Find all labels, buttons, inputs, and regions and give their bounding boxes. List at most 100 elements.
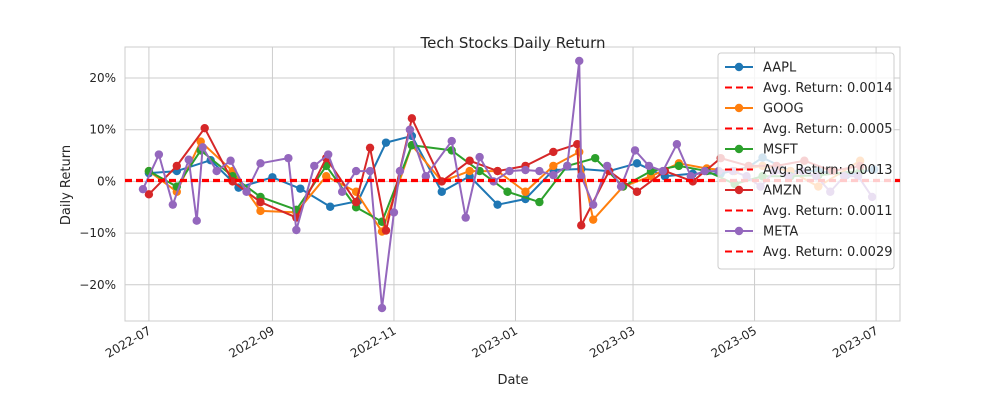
legend-avg-label: Avg. Return: 0.0005 bbox=[763, 122, 892, 137]
data-point-aapl bbox=[632, 159, 642, 168]
legend-label-amzn: AMZN bbox=[763, 184, 802, 199]
data-point-aapl bbox=[326, 202, 335, 211]
data-point-meta bbox=[461, 213, 470, 222]
x-tick-label: 2023-05 bbox=[709, 323, 759, 360]
data-point-aapl bbox=[437, 187, 446, 196]
data-point-meta bbox=[310, 161, 319, 171]
x-tick-label: 2022-07 bbox=[103, 323, 153, 360]
data-point-meta bbox=[184, 155, 193, 164]
data-point-meta bbox=[672, 139, 682, 149]
legend-avg-label: Avg. Return: 0.0013 bbox=[763, 163, 892, 178]
data-point-meta bbox=[421, 172, 431, 181]
data-point-meta bbox=[575, 56, 584, 66]
data-point-meta bbox=[212, 166, 221, 176]
data-point-goog bbox=[588, 215, 598, 224]
data-point-amzn bbox=[381, 226, 391, 235]
data-point-msft bbox=[590, 153, 600, 163]
legend-label-meta: META bbox=[763, 225, 798, 240]
data-point-goog bbox=[322, 172, 331, 181]
x-tick-label: 2022-09 bbox=[227, 323, 277, 360]
data-point-meta bbox=[395, 166, 405, 176]
chart-title: Tech Stocks Daily Return bbox=[420, 34, 606, 52]
data-point-amzn bbox=[256, 197, 265, 207]
data-point-meta bbox=[256, 159, 265, 168]
data-point-meta bbox=[630, 146, 640, 155]
data-point-meta bbox=[602, 161, 612, 171]
data-point-meta bbox=[535, 166, 544, 176]
data-point-meta bbox=[168, 200, 178, 209]
data-point-meta bbox=[588, 200, 598, 209]
data-point-goog bbox=[256, 206, 265, 216]
data-point-meta bbox=[644, 161, 654, 171]
data-point-meta bbox=[475, 152, 484, 162]
x-tick-label: 2023-07 bbox=[830, 323, 880, 360]
data-point-msft bbox=[535, 197, 544, 207]
data-point-meta bbox=[405, 125, 415, 134]
legend-marker-msft bbox=[734, 144, 744, 154]
data-point-aapl bbox=[381, 138, 391, 147]
x-tick-label: 2023-03 bbox=[587, 323, 637, 360]
x-tick-label: 2022-11 bbox=[348, 323, 398, 360]
data-point-amzn bbox=[351, 197, 361, 207]
data-point-goog bbox=[521, 187, 530, 196]
data-point-amzn bbox=[172, 161, 181, 171]
data-point-amzn bbox=[493, 166, 502, 176]
legend-label-goog: GOOG bbox=[763, 102, 804, 117]
legend-label-aapl: AAPL bbox=[763, 61, 797, 76]
legend-marker-aapl bbox=[734, 62, 744, 72]
data-point-goog bbox=[575, 147, 584, 157]
data-point-meta bbox=[324, 150, 333, 159]
data-point-amzn bbox=[577, 221, 586, 230]
data-point-meta bbox=[700, 166, 709, 176]
data-point-meta bbox=[377, 303, 387, 313]
data-point-msft bbox=[503, 187, 512, 196]
data-point-msft bbox=[674, 161, 684, 171]
data-point-meta bbox=[686, 172, 696, 181]
y-tick-label: 20% bbox=[89, 71, 116, 85]
x-tick-label: 2023-01 bbox=[470, 323, 520, 360]
data-point-amzn bbox=[632, 187, 642, 196]
data-point-meta bbox=[138, 184, 148, 194]
y-tick-label: −10% bbox=[79, 226, 116, 240]
data-point-meta bbox=[577, 172, 586, 181]
data-point-meta bbox=[242, 187, 251, 196]
y-axis-label: Daily Return bbox=[59, 145, 74, 225]
data-point-meta bbox=[292, 225, 301, 235]
data-point-meta bbox=[521, 165, 530, 175]
data-point-meta bbox=[337, 187, 347, 196]
data-point-aapl bbox=[296, 184, 305, 193]
y-tick-label: 10% bbox=[89, 123, 116, 137]
legend-label-msft: MSFT bbox=[763, 143, 798, 158]
legend: AAPL Avg. Return: 0.0014 GOOG Avg. Return: … bbox=[717, 52, 895, 270]
data-point-meta bbox=[658, 166, 668, 176]
legend-avg-label: Avg. Return: 0.0011 bbox=[763, 204, 892, 219]
data-point-meta bbox=[284, 153, 293, 163]
data-point-amzn bbox=[573, 139, 582, 149]
data-point-meta bbox=[616, 182, 626, 191]
data-point-meta bbox=[447, 136, 456, 146]
data-point-amzn bbox=[407, 114, 417, 123]
data-point-amzn bbox=[200, 123, 209, 133]
y-tick-label: 0% bbox=[97, 174, 116, 188]
data-point-meta bbox=[389, 208, 399, 217]
x-axis-label: Date bbox=[497, 373, 528, 388]
legend-marker-goog bbox=[734, 103, 744, 113]
data-point-meta bbox=[154, 150, 164, 159]
data-point-aapl bbox=[493, 200, 502, 209]
data-point-meta bbox=[198, 143, 207, 152]
data-point-meta bbox=[192, 216, 201, 225]
data-point-meta bbox=[549, 171, 558, 180]
data-point-meta bbox=[365, 166, 375, 176]
data-point-amzn bbox=[549, 147, 558, 157]
data-point-amzn bbox=[465, 156, 474, 165]
data-point-meta bbox=[563, 161, 572, 171]
data-point-amzn bbox=[365, 143, 375, 153]
data-point-amzn bbox=[144, 190, 154, 199]
legend-avg-label: Avg. Return: 0.0014 bbox=[763, 81, 892, 96]
legend-box bbox=[717, 52, 895, 270]
data-point-meta bbox=[351, 166, 361, 176]
data-point-goog bbox=[549, 161, 558, 171]
legend-marker-amzn bbox=[734, 185, 744, 195]
